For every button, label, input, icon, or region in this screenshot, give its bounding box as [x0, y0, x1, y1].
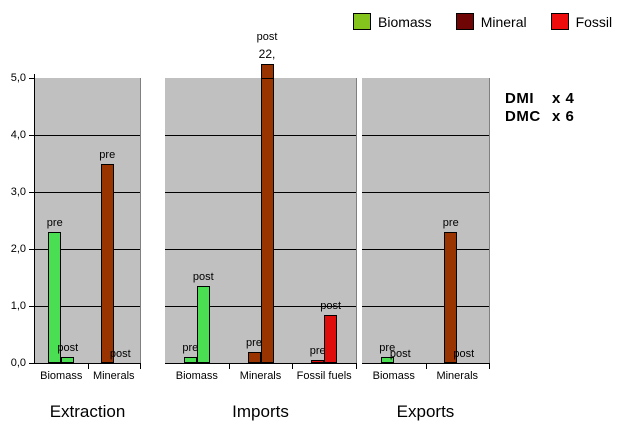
y-axis-tick-label: 5,0: [10, 72, 26, 84]
bar-clip-line: [260, 78, 274, 79]
y-axis-tick-label: 4,0: [10, 129, 26, 141]
dmi-dmc-annotation: DMI x 4 DMC x 6: [505, 90, 574, 125]
y-axis-tick: [29, 78, 35, 79]
legend-item-fossil: Fossil: [550, 13, 613, 30]
category-label: Biomass: [40, 370, 83, 382]
gridline: [35, 192, 140, 193]
legend-swatch-mineral-icon: [455, 13, 474, 30]
x-axis-tick: [489, 363, 490, 369]
bar-label-post: post: [109, 348, 131, 360]
legend-label: Mineral: [480, 13, 527, 30]
y-axis-tick: [29, 306, 35, 307]
category-label: Biomass: [175, 370, 218, 382]
plot-panel-exports: [362, 78, 490, 363]
gridline: [362, 135, 489, 136]
bar-label-post: post: [256, 31, 278, 43]
bar-label-pre: pre: [246, 336, 262, 349]
bar-label-post: post: [57, 342, 79, 355]
bar-label-pre: pre: [379, 342, 396, 355]
x-axis-tick: [228, 363, 230, 369]
y-axis-line: [34, 74, 35, 364]
category-label: Minerals: [239, 370, 282, 382]
legend-item-mineral: Mineral: [455, 13, 527, 30]
bar-label-post: post: [320, 299, 342, 312]
category-label: Biomass: [372, 370, 415, 382]
bar-imports-fossil-fuels-pre: [311, 360, 325, 363]
y-axis-tick-label: 1,0: [10, 300, 26, 312]
bar-label-pre: pre: [182, 342, 199, 355]
legend-item-biomass: Biomass: [353, 13, 432, 30]
legend-swatch-biomass-icon: [353, 13, 371, 30]
y-axis-tick: [29, 135, 35, 136]
x-axis-line: [165, 363, 356, 364]
bar-label-pre: pre: [46, 216, 63, 229]
bar-extraction-biomass-pre: [48, 231, 62, 363]
bar-imports-biomass-pre: [183, 357, 197, 363]
x-axis-tick: [292, 363, 294, 369]
bar-label-pre: pre: [442, 216, 459, 229]
y-axis-tick-label: 3,0: [10, 186, 26, 198]
category-label: Minerals: [92, 370, 135, 382]
bar-label-post: post: [453, 348, 475, 360]
bar-imports-minerals-pre: [247, 351, 261, 363]
bar-exports-minerals-pre: [444, 231, 458, 363]
dmi-value: x 4: [552, 90, 575, 107]
panel-title-exports: Exports: [396, 402, 455, 421]
x-axis-tick: [140, 363, 141, 369]
legend-swatch-fossil-icon: [550, 13, 569, 30]
panel-title-extraction: Extraction: [49, 402, 126, 421]
panel-title-imports: Imports: [232, 402, 289, 421]
y-axis-tick: [29, 192, 35, 193]
gridline: [362, 192, 489, 193]
y-axis-tick: [29, 249, 35, 250]
dmc-label: DMC: [505, 108, 541, 125]
category-label: Fossil fuels: [296, 370, 352, 382]
bar-label-post: post: [192, 271, 214, 284]
bar-label-post: post: [389, 348, 411, 360]
x-axis-tick: [87, 363, 89, 369]
bar-imports-fossil-fuels-post: [324, 314, 338, 363]
gridline: [35, 306, 140, 307]
legend-label: Fossil: [575, 13, 613, 30]
bar-exports-biomass-pre: [380, 357, 394, 363]
bar-label-pre: pre: [309, 345, 326, 358]
dmi-label: DMI: [505, 90, 534, 107]
x-axis-tick: [356, 363, 357, 369]
legend: Biomass Mineral Fossil: [353, 13, 612, 30]
gridline: [362, 306, 489, 307]
y-axis-tick-label: 0,0: [10, 357, 26, 369]
x-axis-line: [30, 363, 140, 364]
bar-imports-biomass-post: [196, 286, 210, 363]
category-label: Minerals: [436, 370, 479, 382]
legend-label: Biomass: [378, 13, 432, 30]
gridline: [362, 249, 489, 250]
dmc-value: x 6: [552, 108, 575, 125]
x-axis-tick: [425, 363, 427, 369]
bar-imports-minerals-post: [260, 64, 274, 363]
bar-extraction-minerals-pre: [100, 163, 114, 363]
y-axis-tick-label: 2,0: [10, 243, 26, 255]
gridline: [35, 249, 140, 250]
bar-extraction-biomass-post: [61, 357, 75, 363]
bar-value-label: 22,: [258, 47, 276, 61]
gridline: [35, 135, 140, 136]
bar-label-pre: pre: [99, 148, 116, 161]
